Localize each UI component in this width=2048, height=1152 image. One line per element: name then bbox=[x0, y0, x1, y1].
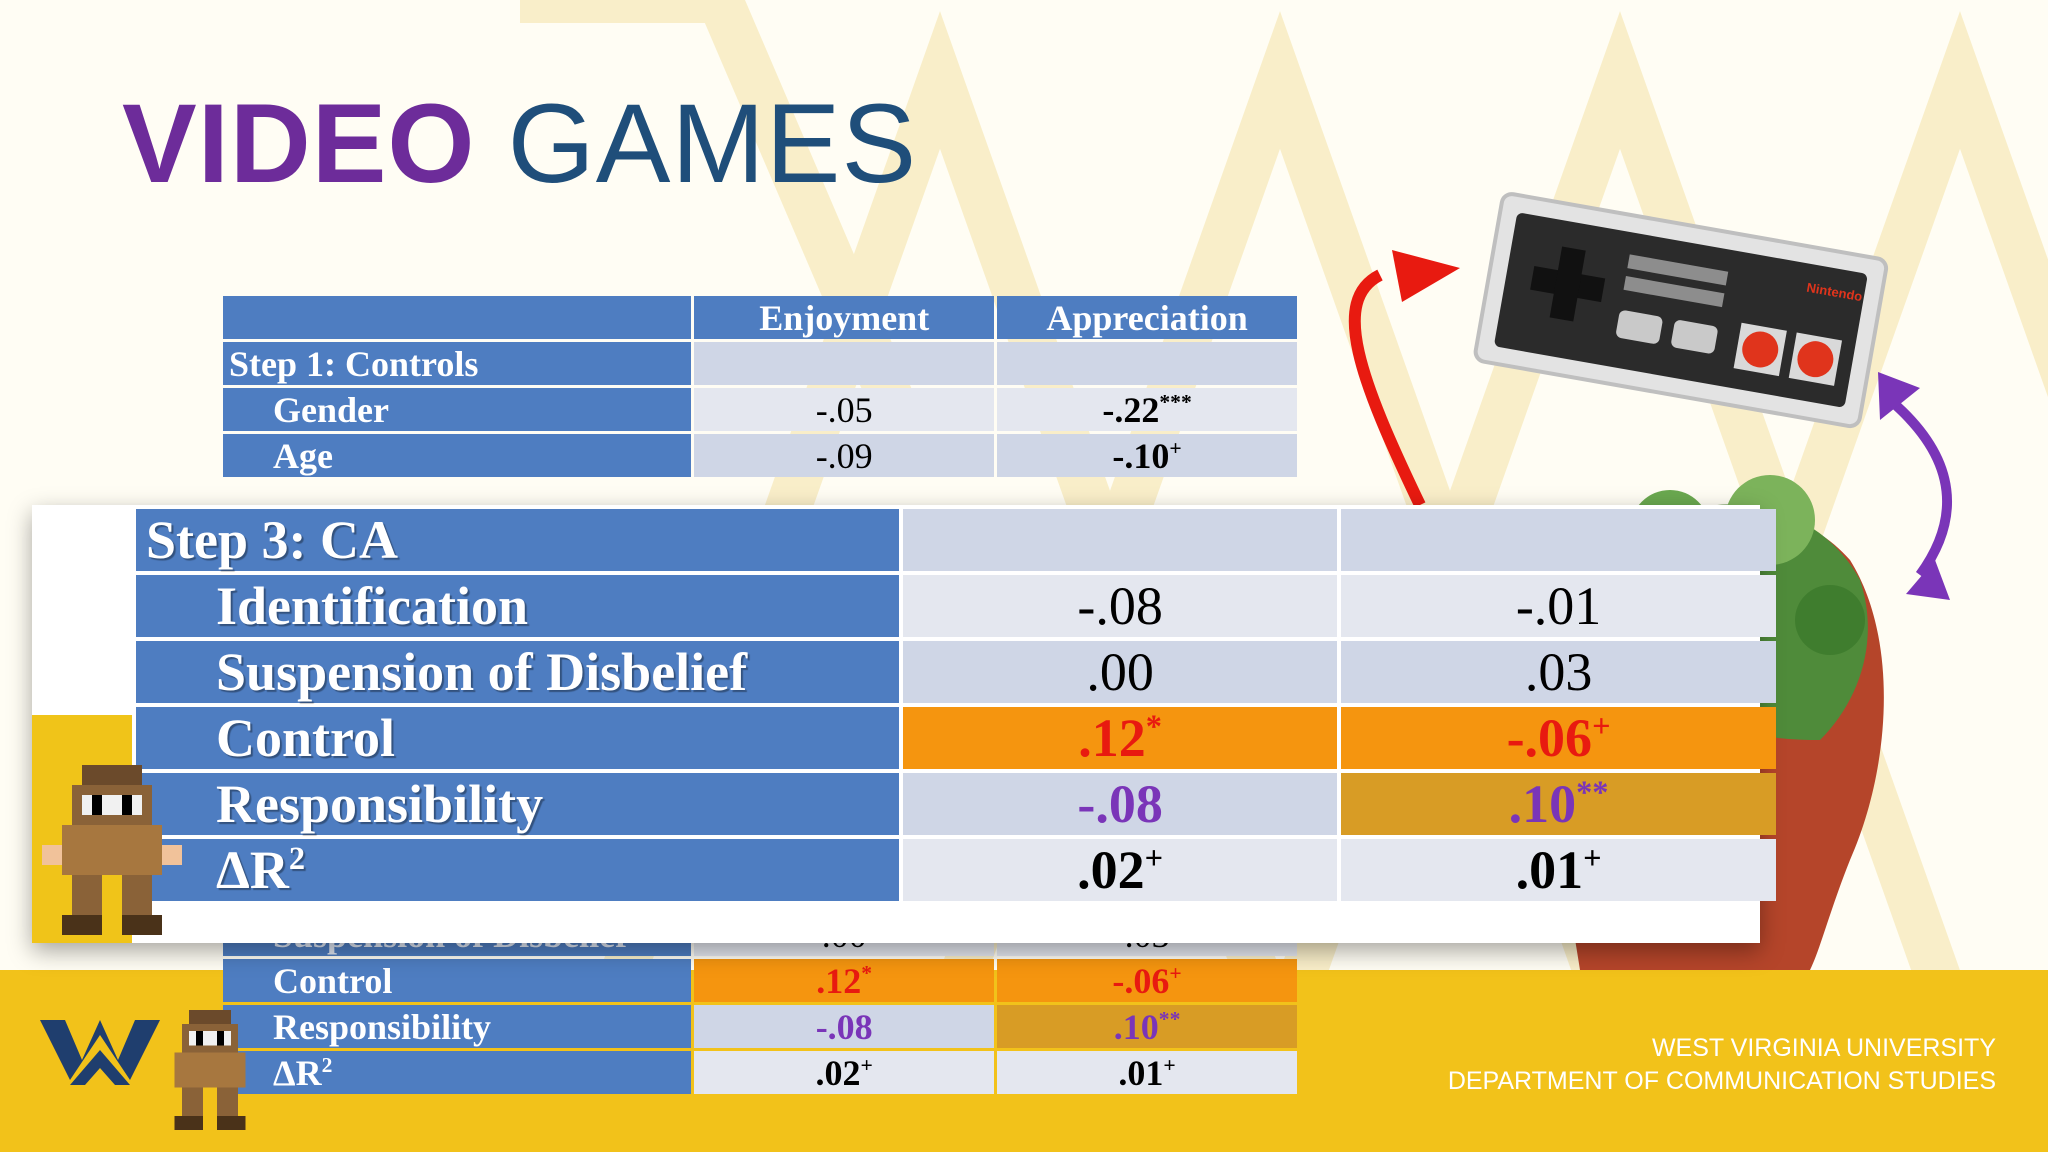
cell-appreciation: .01+ bbox=[1341, 839, 1776, 901]
page-title: VIDEO GAMES bbox=[122, 88, 917, 200]
zoomed-table-inset: Step 3: CA Identification -.08 -.01 Susp… bbox=[32, 505, 1776, 943]
row-label: Age bbox=[223, 434, 692, 477]
cell-appreciation: .10** bbox=[1341, 773, 1776, 835]
cell-appreciation: .01+ bbox=[997, 1051, 1297, 1094]
row-label: Suspension of Disbelief bbox=[136, 641, 900, 703]
table-row: Gender -.05 -.22*** bbox=[223, 388, 1297, 431]
cell-appreciation: -.06+ bbox=[997, 959, 1297, 1002]
row-label: ΔR2 bbox=[223, 1051, 692, 1094]
cell-appreciation: .03 bbox=[1341, 641, 1776, 703]
row-label: Step 3: CA bbox=[136, 509, 900, 571]
row-label: ΔR2 bbox=[136, 839, 900, 901]
cell-appreciation bbox=[1341, 509, 1776, 571]
row-label: Control bbox=[223, 959, 692, 1002]
table-row: ΔR2 .02+ .01+ bbox=[136, 839, 1776, 901]
table-row: Responsibility -.08 .10** bbox=[136, 773, 1776, 835]
regression-table: Enjoyment Appreciation Step 1: Controls … bbox=[220, 293, 1300, 1097]
cell-enjoyment: .00 bbox=[903, 641, 1338, 703]
cell-enjoyment bbox=[694, 342, 995, 385]
cell-appreciation: -.01 bbox=[1341, 575, 1776, 637]
cell-enjoyment: -.08 bbox=[694, 1005, 995, 1048]
row-label: Control bbox=[136, 707, 900, 769]
row-label: Responsibility bbox=[136, 773, 900, 835]
table-row: Control .12* -.06+ bbox=[223, 959, 1297, 1002]
cell-appreciation: -.22*** bbox=[997, 388, 1297, 431]
footer-text: WEST VIRGINIA UNIVERSITY DEPARTMENT OF C… bbox=[1448, 1032, 1996, 1098]
title-rest-word: GAMES bbox=[507, 81, 918, 206]
header-appreciation: Appreciation bbox=[997, 296, 1297, 339]
cell-enjoyment: .02+ bbox=[903, 839, 1338, 901]
cell-appreciation bbox=[997, 342, 1297, 385]
pixel-character-icon bbox=[42, 765, 182, 935]
cell-enjoyment: -.08 bbox=[903, 773, 1338, 835]
table-row: ΔR2 .02+ .01+ bbox=[223, 1051, 1297, 1094]
table-row: Control .12* -.06+ bbox=[136, 707, 1776, 769]
table-row: Step 3: CA bbox=[136, 509, 1776, 571]
nes-controller-icon: Nintendo bbox=[1473, 192, 1889, 429]
table-header-row: Enjoyment Appreciation bbox=[223, 296, 1297, 339]
cell-enjoyment bbox=[903, 509, 1338, 571]
cell-enjoyment: -.09 bbox=[694, 434, 995, 477]
cell-enjoyment: .12* bbox=[694, 959, 995, 1002]
table-row: Suspension of Disbelief .00 .03 bbox=[136, 641, 1776, 703]
row-label: Identification bbox=[136, 575, 900, 637]
table-row: Responsibility -.08 .10** bbox=[223, 1005, 1297, 1048]
row-label: Step 1: Controls bbox=[223, 342, 692, 385]
wvu-logo-icon bbox=[40, 1020, 160, 1085]
table-row: Identification -.08 -.01 bbox=[136, 575, 1776, 637]
cell-enjoyment: -.08 bbox=[903, 575, 1338, 637]
pixel-character-small-icon bbox=[174, 1010, 246, 1130]
header-enjoyment: Enjoyment bbox=[694, 296, 995, 339]
zoomed-regression-table: Step 3: CA Identification -.08 -.01 Susp… bbox=[132, 505, 1780, 905]
footer-department: DEPARTMENT OF COMMUNICATION STUDIES bbox=[1447, 1067, 1996, 1095]
cell-enjoyment: -.05 bbox=[694, 388, 995, 431]
footer-university: WEST VIRGINIA UNIVERSITY bbox=[1651, 1034, 1996, 1062]
row-label: Responsibility bbox=[223, 1005, 692, 1048]
cell-appreciation: .10** bbox=[997, 1005, 1297, 1048]
cell-enjoyment: .12* bbox=[903, 707, 1338, 769]
cell-appreciation: -.10+ bbox=[997, 434, 1297, 477]
header-empty bbox=[223, 296, 692, 339]
row-label: Gender bbox=[223, 388, 692, 431]
table-row: Age -.09 -.10+ bbox=[223, 434, 1297, 477]
cell-enjoyment: .02+ bbox=[694, 1051, 995, 1094]
title-bold-word: VIDEO bbox=[122, 81, 476, 206]
table-row: Step 1: Controls bbox=[223, 342, 1297, 385]
cell-appreciation: -.06+ bbox=[1341, 707, 1776, 769]
